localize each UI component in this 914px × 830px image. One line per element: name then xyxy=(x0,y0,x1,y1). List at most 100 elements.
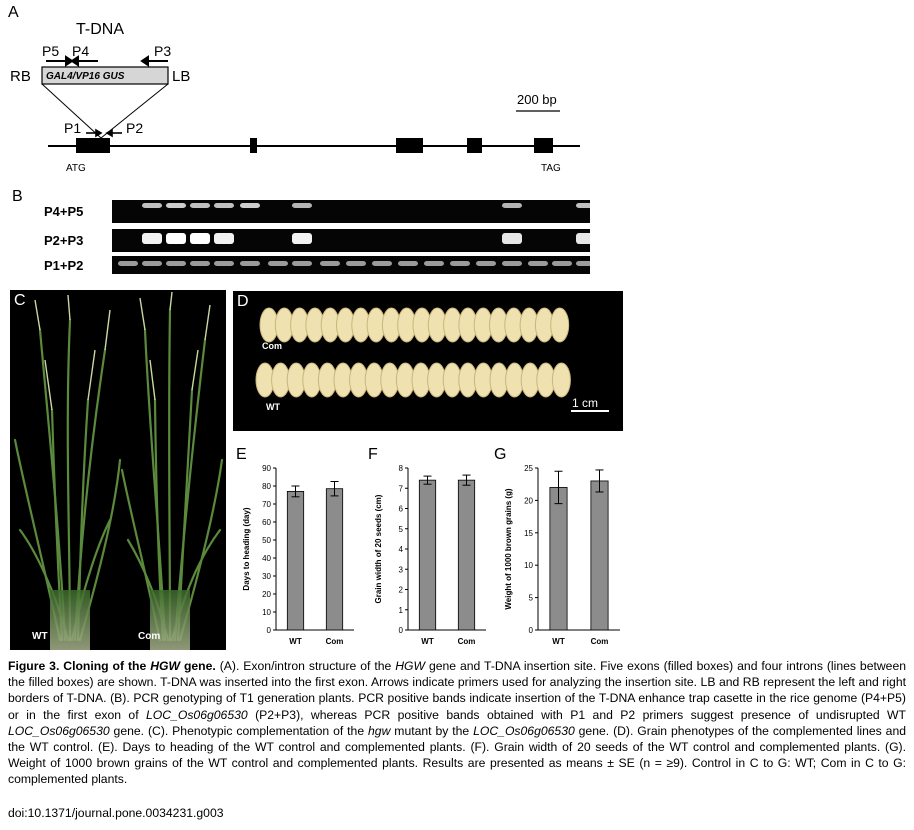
gel-band xyxy=(502,203,522,208)
gel-band xyxy=(190,233,210,244)
grain xyxy=(550,307,570,343)
gene-structure-diagram: T-DNA P5 P4 P3 RB LB GAL4/VP16 GUS P1 P2… xyxy=(10,21,580,174)
y-tick-label: 0 xyxy=(399,626,404,635)
caption-text-5: mutant by the xyxy=(390,723,474,738)
primer-p1-label: P1 xyxy=(64,120,81,136)
gel-band xyxy=(552,261,572,266)
exon-boxes xyxy=(76,138,553,153)
y-tick-label: 10 xyxy=(524,561,533,570)
gel-row-label-p4p5: P4+P5 xyxy=(44,204,83,219)
grain-row-wt xyxy=(255,362,571,398)
gel-band xyxy=(240,203,260,208)
x-category-label: Com xyxy=(326,637,344,646)
gel-bands-p4p5 xyxy=(142,203,596,208)
y-tick-label: 5 xyxy=(399,525,404,534)
x-category-label: WT xyxy=(552,637,565,646)
y-tick-label: 10 xyxy=(262,608,271,617)
chart-f-grain-width: 0 1 2 3 4 5 6 7 8 Grain width of 20 seeds (cm) WT C… xyxy=(374,464,486,646)
caption-doi: doi:10.1371/journal.pone.0034231.g003 xyxy=(8,806,224,820)
gel-band xyxy=(190,203,210,208)
caption-text-3: (P2+P3), whereas PCR positive bands obta… xyxy=(247,707,906,722)
y-tick-label: 0 xyxy=(529,626,534,635)
exon-2 xyxy=(250,138,257,153)
caption-title-suffix: gene. xyxy=(180,659,216,673)
caption-title-gene: HGW xyxy=(150,659,181,673)
gel-band xyxy=(502,261,522,266)
caption-text-6: gene. (D). Grain phenotypes of the compl… xyxy=(8,723,906,787)
caption-text-4: gene. (C). Phenotypic complementation of… xyxy=(109,723,369,738)
photo-c-com-label: Com xyxy=(138,631,161,642)
pcr-gel-panel: P4+P5 P2+P3 P1+P2 xyxy=(44,200,596,274)
chart-e-days-to-heading: 0 10 20 30 40 50 60 70 80 90 Days to heading (day)… xyxy=(242,464,354,646)
y-tick-label: 25 xyxy=(524,464,533,473)
y-tick-label: 3 xyxy=(399,565,404,574)
caption-gene-1: HGW xyxy=(395,659,426,673)
cassette-text: GAL4/VP16 GUS xyxy=(46,71,125,82)
y-axis-label: Days to heading (day) xyxy=(242,507,251,590)
gel-band xyxy=(190,261,210,266)
photo-c-wt-label: WT xyxy=(32,631,48,642)
rb-label: RB xyxy=(10,68,31,85)
chart-g-grain-weight: 0 5 10 15 20 25 Weight of 1000 brown grains (g… xyxy=(504,464,620,646)
y-tick-label: 40 xyxy=(262,554,271,563)
bar xyxy=(325,488,344,631)
y-tick-label: 2 xyxy=(399,586,404,595)
bar xyxy=(457,479,476,631)
atg-label: ATG xyxy=(66,163,86,174)
figure-caption: Figure 3. Cloning of the HGW gene. (A). … xyxy=(8,658,906,788)
gel-band xyxy=(346,261,366,266)
y-tick-label: 80 xyxy=(262,482,271,491)
primer-arrows-top xyxy=(46,55,168,67)
grain-wt-label: WT xyxy=(266,402,280,412)
com-stem-base xyxy=(150,590,190,650)
x-category-label: WT xyxy=(421,637,434,646)
com-panicles xyxy=(139,291,211,401)
gel-band xyxy=(142,233,162,244)
y-tick-label: 0 xyxy=(267,626,272,635)
gel-band xyxy=(576,261,596,266)
gel-band xyxy=(372,261,392,266)
wt-panicles xyxy=(34,294,111,411)
panel-f-letter: F xyxy=(368,446,378,463)
caption-gene-2: LOC_Os06g06530 xyxy=(146,707,248,722)
y-tick-label: 20 xyxy=(262,590,271,599)
gel-band xyxy=(166,261,186,266)
exon-5 xyxy=(534,138,553,153)
panel-b-letter: B xyxy=(12,188,23,205)
primer-p2-label: P2 xyxy=(126,120,143,136)
y-axis-label: Weight of 1000 brown grains (g) xyxy=(504,488,513,610)
y-tick-label: 15 xyxy=(524,529,533,538)
gel-band xyxy=(214,203,234,208)
x-category-label: Com xyxy=(458,637,476,646)
gel-band xyxy=(166,233,186,244)
tag-label: TAG xyxy=(541,163,561,174)
grain-scale-label: 1 cm xyxy=(572,396,599,410)
primer-p4-label: P4 xyxy=(72,43,89,59)
x-category-label: Com xyxy=(591,637,609,646)
lb-label: LB xyxy=(172,68,190,85)
y-tick-label: 6 xyxy=(399,505,404,514)
panel-g-letter: G xyxy=(494,446,507,463)
exon-3 xyxy=(396,138,423,153)
y-tick-label: 60 xyxy=(262,518,271,527)
gel-band xyxy=(166,203,186,208)
tdna-cassette-box xyxy=(41,66,169,85)
primer-p5-label: P5 xyxy=(42,43,59,59)
gel-band xyxy=(476,261,496,266)
y-tick-label: 1 xyxy=(399,606,404,615)
gel-band xyxy=(528,261,548,266)
grains-photo xyxy=(233,291,623,431)
caption-gene-4: hgw xyxy=(368,723,391,738)
primer-arrows-bottom xyxy=(86,128,122,138)
gel-band xyxy=(576,233,596,244)
gel-band xyxy=(424,261,444,266)
panel-a-letter: A xyxy=(8,4,19,21)
caption-gene-3: LOC_Os06g06530 xyxy=(8,723,110,738)
wt-stem-base xyxy=(50,590,90,650)
gel-band xyxy=(142,261,162,266)
y-tick-label: 90 xyxy=(262,464,271,473)
gel-bands-p2p3 xyxy=(142,233,596,244)
gel-band xyxy=(268,261,288,266)
caption-title-prefix: Figure 3. Cloning of the xyxy=(8,659,151,673)
y-tick-label: 4 xyxy=(399,545,404,554)
